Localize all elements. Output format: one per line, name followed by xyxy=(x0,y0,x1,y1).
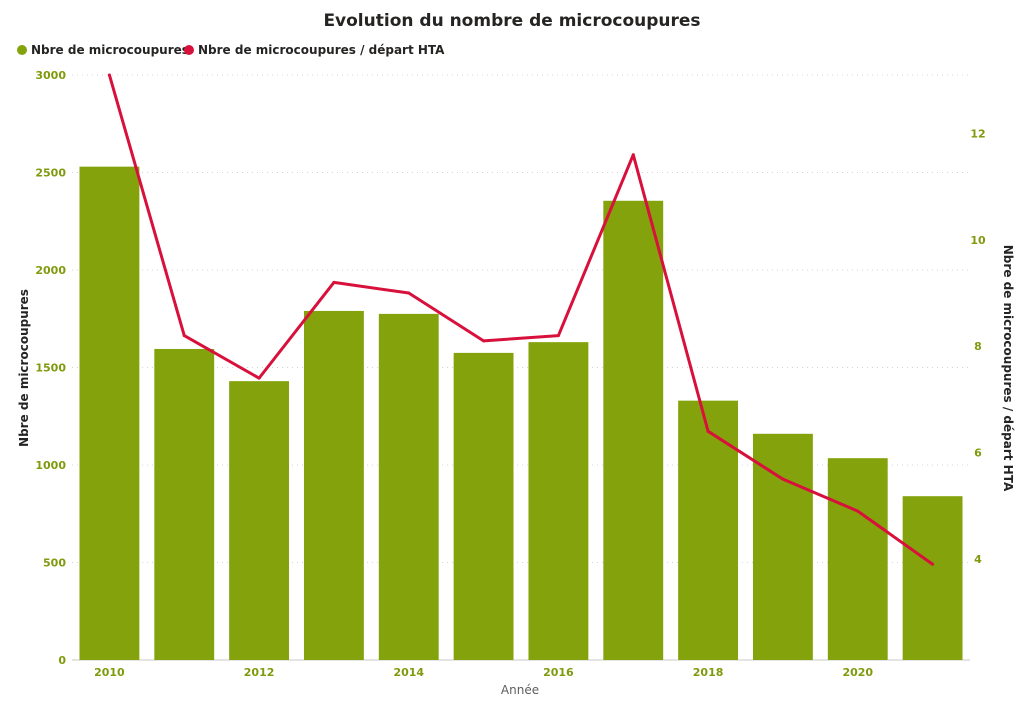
line-point[interactable] xyxy=(182,334,186,338)
y-left-tick-label: 3000 xyxy=(35,69,66,82)
legend[interactable]: Nbre de microcoupures Nbre de microcoupu… xyxy=(17,43,445,57)
bar[interactable] xyxy=(603,200,664,660)
line-point[interactable] xyxy=(407,291,411,295)
bar[interactable] xyxy=(229,381,290,660)
bar[interactable] xyxy=(453,352,514,660)
legend-line-label: Nbre de microcoupures / départ HTA xyxy=(198,43,445,57)
line-point[interactable] xyxy=(706,429,710,433)
x-tick-label: 2016 xyxy=(543,666,574,679)
line-point[interactable] xyxy=(556,334,560,338)
line-point[interactable] xyxy=(107,73,111,77)
line-point[interactable] xyxy=(931,562,935,566)
line-point[interactable] xyxy=(332,280,336,284)
bar[interactable] xyxy=(79,166,140,660)
line-point[interactable] xyxy=(482,339,486,343)
x-axis: 2010 2012 2014 2016 2018 2020 xyxy=(94,666,873,679)
bar[interactable] xyxy=(303,310,364,660)
line-point[interactable] xyxy=(631,153,635,157)
bar-series xyxy=(79,166,963,660)
y-axis-right-title: Nbre de microcoupures / départ HTA xyxy=(1001,245,1015,492)
bar[interactable] xyxy=(752,433,813,660)
line-point[interactable] xyxy=(257,376,261,380)
line-point[interactable] xyxy=(856,509,860,513)
y-left-tick-label: 0 xyxy=(58,654,66,667)
y-axis-left-title: Nbre de microcoupures xyxy=(17,289,31,447)
line-point[interactable] xyxy=(781,477,785,481)
gridlines xyxy=(72,74,970,661)
y-right-tick-label: 8 xyxy=(974,340,982,353)
y-right-tick-label: 10 xyxy=(970,234,986,247)
bar[interactable] xyxy=(528,342,589,660)
x-tick-label: 2018 xyxy=(693,666,724,679)
line-path[interactable] xyxy=(107,74,934,566)
y-left-tick-label: 2000 xyxy=(35,264,66,277)
bar[interactable] xyxy=(827,458,888,660)
bar[interactable] xyxy=(902,496,963,660)
y-axis-left: 0 500 1000 1500 2000 2500 3000 xyxy=(35,69,66,667)
chart-title: Evolution du nombre de microcoupures xyxy=(323,11,700,31)
legend-bar-marker xyxy=(17,45,27,55)
x-tick-label: 2012 xyxy=(244,666,275,679)
x-axis-title: Année xyxy=(501,683,539,697)
y-right-tick-label: 4 xyxy=(974,553,982,566)
y-axis-right: 4 6 8 10 12 xyxy=(970,128,986,566)
line-series xyxy=(107,73,935,566)
y-left-tick-label: 500 xyxy=(43,557,66,570)
y-right-tick-label: 12 xyxy=(970,128,985,141)
y-left-tick-label: 1500 xyxy=(35,362,66,375)
bar[interactable] xyxy=(378,313,439,660)
x-tick-label: 2010 xyxy=(94,666,125,679)
bar[interactable] xyxy=(678,400,739,660)
x-tick-label: 2014 xyxy=(393,666,424,679)
bar[interactable] xyxy=(154,348,215,660)
y-right-tick-label: 6 xyxy=(974,447,982,460)
legend-line-marker xyxy=(184,45,194,55)
legend-bar-label: Nbre de microcoupures xyxy=(31,43,189,57)
y-left-tick-label: 1000 xyxy=(35,459,66,472)
y-left-tick-label: 2500 xyxy=(35,167,66,180)
x-tick-label: 2020 xyxy=(842,666,873,679)
